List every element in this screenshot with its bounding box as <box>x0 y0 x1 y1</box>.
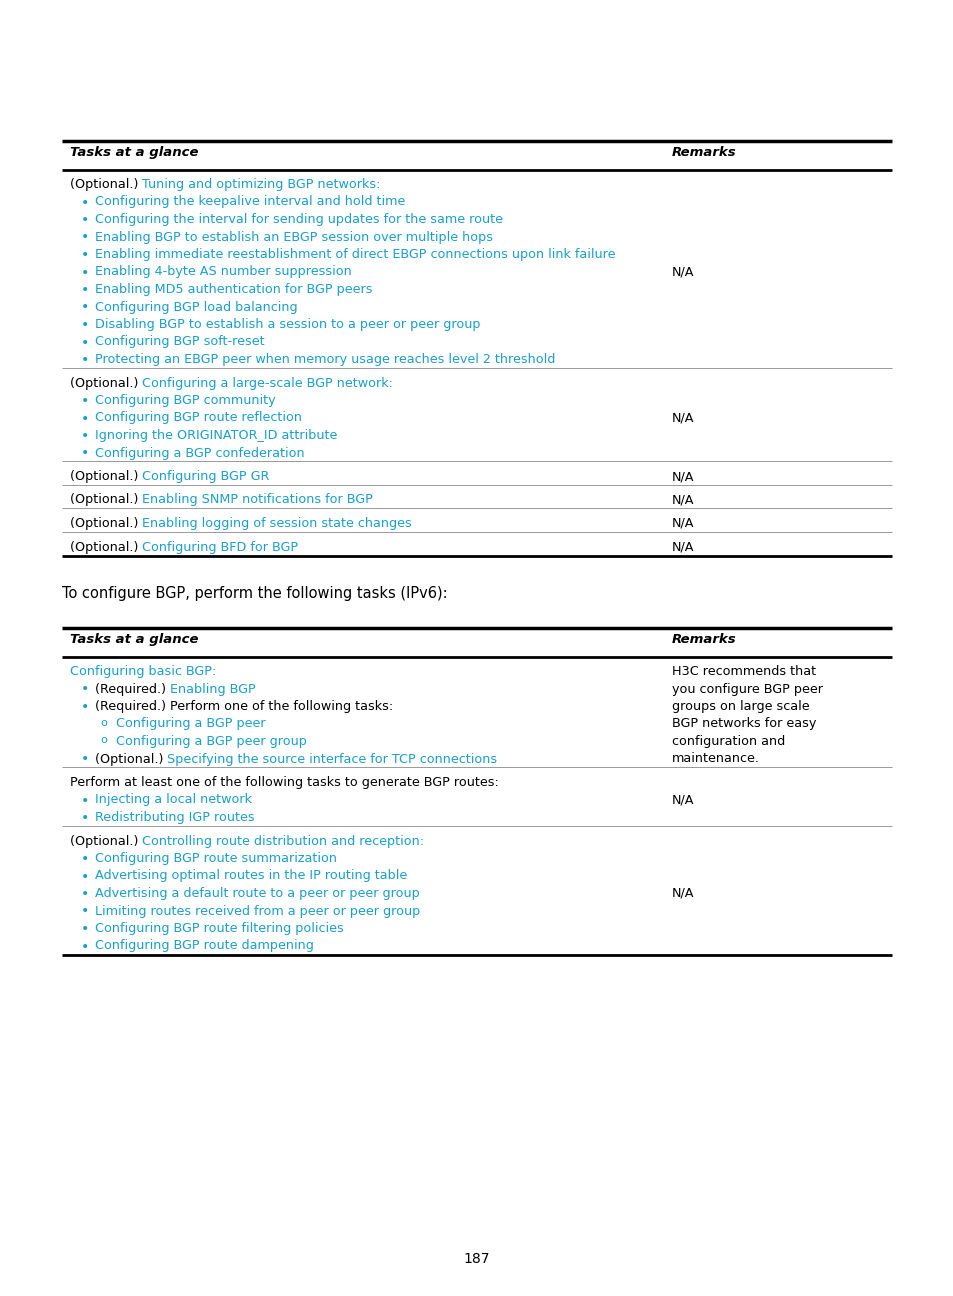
Text: 187: 187 <box>463 1252 490 1266</box>
Text: •: • <box>81 283 90 297</box>
Text: Protecting an EBGP peer when memory usage reaches level 2 threshold: Protecting an EBGP peer when memory usag… <box>95 353 555 365</box>
Text: Redistributing IGP routes: Redistributing IGP routes <box>95 811 254 824</box>
Text: Enabling 4-byte AS number suppression: Enabling 4-byte AS number suppression <box>95 266 352 279</box>
Text: N/A: N/A <box>671 470 694 483</box>
Text: Injecting a local network: Injecting a local network <box>95 793 252 806</box>
Text: Configuring BGP route reflection: Configuring BGP route reflection <box>95 412 302 425</box>
Text: Configuring BGP load balancing: Configuring BGP load balancing <box>95 301 297 314</box>
Text: N/A: N/A <box>671 266 694 279</box>
Text: you configure BGP peer: you configure BGP peer <box>671 683 821 696</box>
Text: •: • <box>81 753 90 766</box>
Text: Configuring a large-scale BGP network:: Configuring a large-scale BGP network: <box>142 377 393 390</box>
Text: (Optional.): (Optional.) <box>70 470 142 483</box>
Text: •: • <box>81 940 90 954</box>
Text: N/A: N/A <box>671 494 694 507</box>
Text: •: • <box>81 447 90 460</box>
Text: •: • <box>81 851 90 866</box>
Text: (Optional.): (Optional.) <box>70 178 142 191</box>
Text: Enabling MD5 authentication for BGP peers: Enabling MD5 authentication for BGP peer… <box>95 283 372 295</box>
Text: (Required.) Perform one of the following tasks:: (Required.) Perform one of the following… <box>95 700 393 713</box>
Text: •: • <box>81 318 90 332</box>
Text: Tasks at a glance: Tasks at a glance <box>70 632 198 645</box>
Text: •: • <box>81 905 90 919</box>
Text: Remarks: Remarks <box>671 632 736 645</box>
Text: •: • <box>81 231 90 245</box>
Text: •: • <box>81 921 90 936</box>
Text: o: o <box>100 718 107 727</box>
Text: Configuring BGP route filtering policies: Configuring BGP route filtering policies <box>95 921 343 934</box>
Text: N/A: N/A <box>671 412 694 425</box>
Text: (Optional.): (Optional.) <box>70 517 142 530</box>
Text: (Optional.): (Optional.) <box>95 753 167 766</box>
Text: configuration and: configuration and <box>671 735 784 748</box>
Text: (Optional.): (Optional.) <box>70 377 142 390</box>
Text: •: • <box>81 336 90 350</box>
Text: (Optional.): (Optional.) <box>70 494 142 507</box>
Text: Configuring a BGP peer group: Configuring a BGP peer group <box>116 735 307 748</box>
Text: groups on large scale: groups on large scale <box>671 700 808 713</box>
Text: •: • <box>81 683 90 696</box>
Text: Configuring BGP community: Configuring BGP community <box>95 394 275 407</box>
Text: Advertising optimal routes in the IP routing table: Advertising optimal routes in the IP rou… <box>95 870 407 883</box>
Text: •: • <box>81 793 90 807</box>
Text: Configuring BFD for BGP: Configuring BFD for BGP <box>142 540 298 553</box>
Text: Ignoring the ORIGINATOR_ID attribute: Ignoring the ORIGINATOR_ID attribute <box>95 429 337 442</box>
Text: (Optional.): (Optional.) <box>70 540 142 553</box>
Text: Configuring BGP route summarization: Configuring BGP route summarization <box>95 851 336 864</box>
Text: Configuring a BGP confederation: Configuring a BGP confederation <box>95 447 304 460</box>
Text: N/A: N/A <box>671 793 694 806</box>
Text: •: • <box>81 811 90 826</box>
Text: Configuring the interval for sending updates for the same route: Configuring the interval for sending upd… <box>95 213 502 226</box>
Text: •: • <box>81 700 90 714</box>
Text: (Required.): (Required.) <box>95 683 170 696</box>
Text: Perform at least one of the following tasks to generate BGP routes:: Perform at least one of the following ta… <box>70 776 498 789</box>
Text: Advertising a default route to a peer or peer group: Advertising a default route to a peer or… <box>95 886 419 899</box>
Text: Disabling BGP to establish a session to a peer or peer group: Disabling BGP to establish a session to … <box>95 318 480 330</box>
Text: Controlling route distribution and reception:: Controlling route distribution and recep… <box>142 835 424 848</box>
Text: •: • <box>81 196 90 210</box>
Text: Limiting routes received from a peer or peer group: Limiting routes received from a peer or … <box>95 905 420 918</box>
Text: Remarks: Remarks <box>671 146 736 159</box>
Text: Tasks at a glance: Tasks at a glance <box>70 146 198 159</box>
Text: Configuring basic BGP:: Configuring basic BGP: <box>70 665 216 678</box>
Text: Enabling immediate reestablishment of direct EBGP connections upon link failure: Enabling immediate reestablishment of di… <box>95 248 615 260</box>
Text: •: • <box>81 394 90 408</box>
Text: N/A: N/A <box>671 540 694 553</box>
Text: (Optional.): (Optional.) <box>70 835 142 848</box>
Text: •: • <box>81 353 90 367</box>
Text: Specifying the source interface for TCP connections: Specifying the source interface for TCP … <box>167 753 497 766</box>
Text: •: • <box>81 213 90 227</box>
Text: Tuning and optimizing BGP networks:: Tuning and optimizing BGP networks: <box>142 178 380 191</box>
Text: •: • <box>81 266 90 280</box>
Text: Configuring BGP GR: Configuring BGP GR <box>142 470 270 483</box>
Text: •: • <box>81 412 90 425</box>
Text: To configure BGP, perform the following tasks (IPv6):: To configure BGP, perform the following … <box>62 586 447 601</box>
Text: •: • <box>81 429 90 443</box>
Text: Enabling logging of session state changes: Enabling logging of session state change… <box>142 517 412 530</box>
Text: •: • <box>81 886 90 901</box>
Text: Enabling SNMP notifications for BGP: Enabling SNMP notifications for BGP <box>142 494 373 507</box>
Text: •: • <box>81 301 90 315</box>
Text: Configuring BGP soft-reset: Configuring BGP soft-reset <box>95 336 264 349</box>
Text: Configuring BGP route dampening: Configuring BGP route dampening <box>95 940 314 953</box>
Text: maintenance.: maintenance. <box>671 753 759 766</box>
Text: Enabling BGP: Enabling BGP <box>170 683 255 696</box>
Text: H3C recommends that: H3C recommends that <box>671 665 815 678</box>
Text: Configuring the keepalive interval and hold time: Configuring the keepalive interval and h… <box>95 196 405 209</box>
Text: Enabling BGP to establish an EBGP session over multiple hops: Enabling BGP to establish an EBGP sessio… <box>95 231 493 244</box>
Text: o: o <box>100 735 107 745</box>
Text: •: • <box>81 248 90 262</box>
Text: BGP networks for easy: BGP networks for easy <box>671 718 815 731</box>
Text: N/A: N/A <box>671 886 694 899</box>
Text: •: • <box>81 870 90 884</box>
Text: N/A: N/A <box>671 517 694 530</box>
Text: Configuring a BGP peer: Configuring a BGP peer <box>116 718 265 731</box>
